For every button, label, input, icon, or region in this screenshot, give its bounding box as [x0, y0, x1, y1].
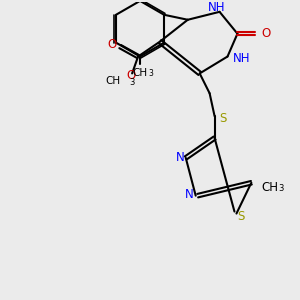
- Text: N: N: [176, 152, 184, 164]
- Text: NH: NH: [208, 1, 225, 14]
- Text: O: O: [261, 27, 271, 40]
- Text: S: S: [238, 210, 245, 223]
- Text: O: O: [107, 38, 116, 51]
- Text: CH: CH: [262, 181, 279, 194]
- Text: S: S: [220, 112, 227, 124]
- Text: CH: CH: [133, 68, 148, 78]
- Text: 3: 3: [278, 184, 284, 193]
- Text: O: O: [127, 69, 136, 82]
- Text: CH: CH: [105, 76, 120, 86]
- Text: 3: 3: [148, 69, 153, 78]
- Text: N: N: [184, 188, 193, 201]
- Text: NH: NH: [232, 52, 250, 65]
- Text: 3: 3: [129, 78, 134, 87]
